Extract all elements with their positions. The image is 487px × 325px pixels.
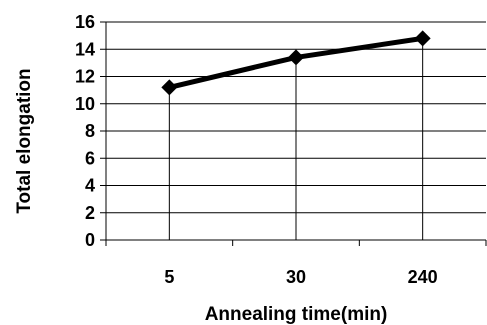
data-point: [414, 30, 431, 47]
y-tick-label: 10: [75, 94, 95, 114]
y-tick-label: 16: [75, 12, 95, 32]
y-tick-label: 0: [85, 230, 95, 250]
x-tick-labels: 5 30 240: [164, 267, 437, 287]
y-axis-title: Total elongation: [14, 68, 35, 213]
y-tick-label: 12: [75, 67, 95, 87]
y-tick-label: 4: [85, 176, 95, 196]
data-point: [161, 79, 178, 96]
series-group: [161, 30, 431, 240]
x-tick-marks: [105, 240, 487, 246]
x-tick-label: 5: [164, 267, 174, 287]
y-tick-label: 8: [85, 121, 95, 141]
y-tick-label: 2: [85, 203, 95, 223]
y-tick-label: 6: [85, 148, 95, 168]
x-tick-label: 30: [286, 267, 306, 287]
drop-lines: [168, 38, 424, 240]
y-tick-labels: 0 2 4 6 8 10 12 14 16: [75, 12, 95, 250]
y-tick-label: 14: [75, 39, 95, 59]
data-point: [288, 49, 304, 66]
x-tick-label: 240: [408, 267, 438, 287]
x-axis-title: Annealing time(min): [205, 304, 388, 325]
